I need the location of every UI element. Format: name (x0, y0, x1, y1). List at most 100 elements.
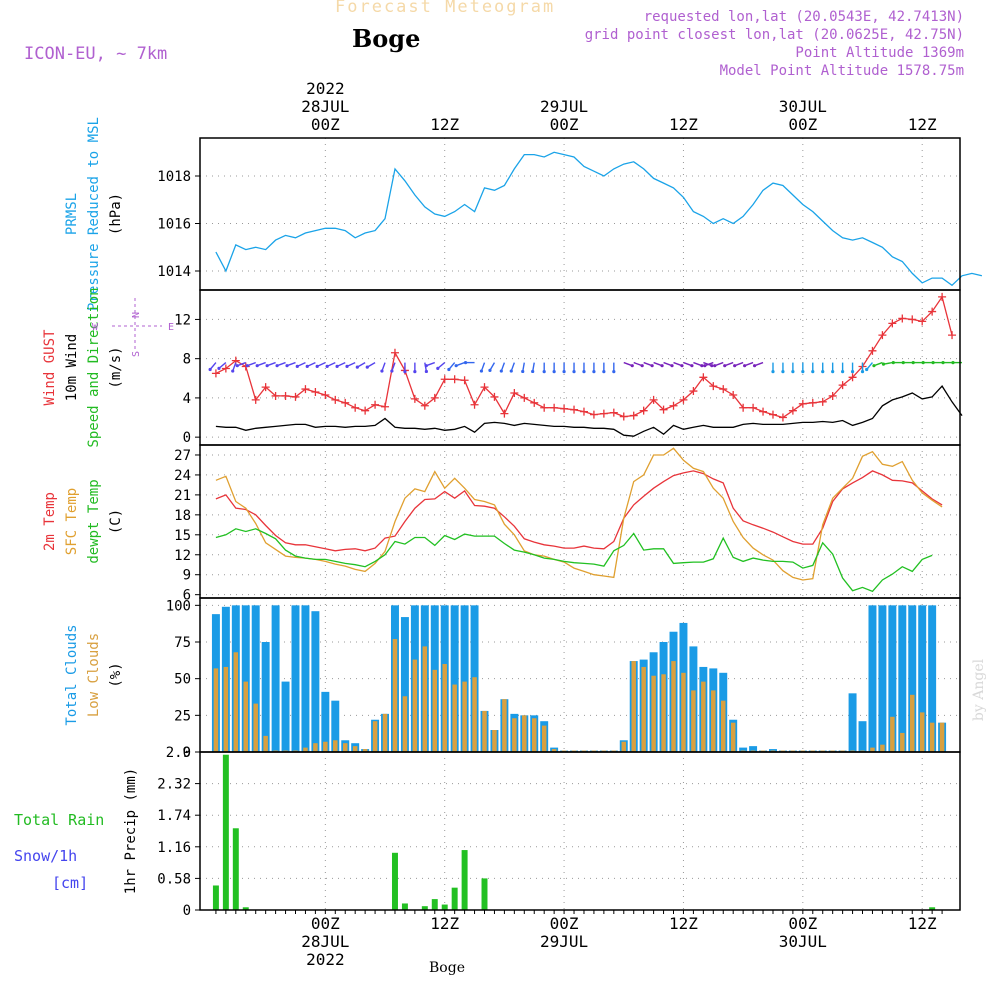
total-cloud-bar (878, 605, 887, 752)
gust-marker (928, 307, 937, 316)
gust-marker (778, 413, 787, 422)
gust-marker (619, 412, 628, 421)
low-cloud-bar (372, 721, 378, 752)
low-cloud-bar (452, 684, 457, 752)
wind-arrow-head (231, 369, 235, 373)
y-axis-label: (C) (108, 509, 124, 534)
panel-0 (195, 137, 983, 291)
y-tick-label: 100 (166, 598, 191, 614)
gust-marker (221, 364, 230, 373)
gust-marker (749, 403, 758, 412)
gust-marker (669, 401, 678, 410)
total-cloud-bar (888, 605, 897, 752)
y-tick-label: 75 (174, 635, 191, 651)
gust-marker (361, 406, 370, 415)
y-tick-label: 50 (174, 672, 191, 688)
wind-arrow-head (285, 364, 289, 368)
wind-arrow-head (743, 364, 747, 368)
gust-marker (649, 395, 658, 404)
y-tick-label: 1014 (157, 264, 191, 280)
series-line-2m-temp (215, 470, 943, 552)
low-cloud-bar (721, 700, 726, 752)
low-cloud-bar (641, 666, 646, 752)
bottom-time-label: 00Z (550, 914, 579, 933)
low-cloud-bar (691, 690, 696, 752)
wind-arrow-head (841, 369, 845, 374)
low-cloud-bar (412, 659, 418, 752)
total-cloud-bar (321, 691, 330, 752)
wind-arrow-head (811, 369, 815, 374)
low-cloud-bar (342, 743, 348, 752)
gust-marker (381, 402, 390, 411)
compass-north-label: N (131, 312, 142, 318)
gust-marker (759, 407, 768, 416)
wind-arrow-head (660, 364, 664, 368)
total-cloud-bar (450, 605, 459, 752)
low-cloud-bar (890, 716, 895, 752)
gust-marker (828, 391, 837, 400)
gust-marker (908, 315, 917, 324)
wind-arrow-head (690, 364, 694, 368)
gust-marker (450, 375, 459, 384)
low-cloud-bar (323, 741, 328, 752)
y-tick-label: 2.32 (157, 777, 191, 793)
total-cloud-bar (291, 605, 300, 752)
total-cloud-bar (261, 642, 270, 752)
compass-east-label: E (168, 322, 174, 333)
wind-arrow-head (454, 364, 458, 368)
rain-bar (222, 754, 229, 910)
wind-arrow-head (562, 369, 566, 374)
wind-arrow-head (670, 364, 674, 368)
wind-arrow-head (872, 364, 876, 368)
panel-frame (199, 751, 961, 911)
precip-side-label: Snow/1h (14, 847, 77, 865)
wind-arrow-head (413, 369, 417, 374)
model-label: ICON-EU, ~ 7km (24, 44, 168, 64)
low-cloud-bar (711, 690, 716, 752)
location-title: Boge (352, 24, 421, 53)
gust-marker (639, 406, 648, 415)
wind-arrow-head (424, 364, 428, 368)
wind-arrow-head (403, 369, 407, 374)
bottom-time-label: 2022 (306, 950, 345, 969)
y-axis-label: 1hr Precip (mm) (123, 768, 139, 894)
gust-marker (679, 395, 688, 404)
gust-marker (938, 292, 947, 301)
y-tick-label: 1.74 (157, 808, 191, 824)
gust-marker (609, 408, 618, 417)
wind-arrow-head (345, 364, 349, 368)
gust-marker (271, 391, 280, 400)
gust-marker (410, 394, 419, 403)
wind-arrow-head (305, 364, 309, 368)
y-tick-label: 18 (174, 508, 191, 524)
top-time-label: 2022 (306, 79, 345, 98)
compass-cross (112, 298, 162, 352)
wind-arrow-head (542, 369, 546, 374)
gust-marker (470, 400, 479, 409)
gust-marker (251, 395, 260, 404)
wind-arrow-head (436, 366, 440, 370)
gust-marker (311, 388, 320, 397)
rain-bar (461, 850, 468, 910)
top-time-label: 12Z (430, 115, 459, 134)
low-cloud-bar (551, 749, 557, 752)
gust-marker (709, 382, 718, 391)
wind-arrow-head (723, 364, 727, 368)
y-axis-label: (%) (108, 662, 124, 687)
gust-marker (788, 406, 797, 415)
rain-bar (431, 899, 438, 910)
wind-arrow-head (315, 364, 319, 368)
series-line-prmsl (215, 151, 983, 287)
gust-marker (818, 397, 827, 406)
wind-arrow-head (703, 364, 707, 368)
wind-arrow-head (463, 360, 468, 365)
total-cloud-bar (400, 617, 409, 752)
gust-marker (599, 409, 608, 418)
wind-arrow-head (531, 369, 535, 374)
low-cloud-bar (482, 710, 487, 752)
low-cloud-bar (402, 696, 408, 752)
rain-bar (212, 885, 219, 910)
point-altitude: Point Altitude 1369m (795, 45, 964, 61)
wind-arrow-head (275, 364, 279, 368)
panel-frame (199, 137, 961, 291)
